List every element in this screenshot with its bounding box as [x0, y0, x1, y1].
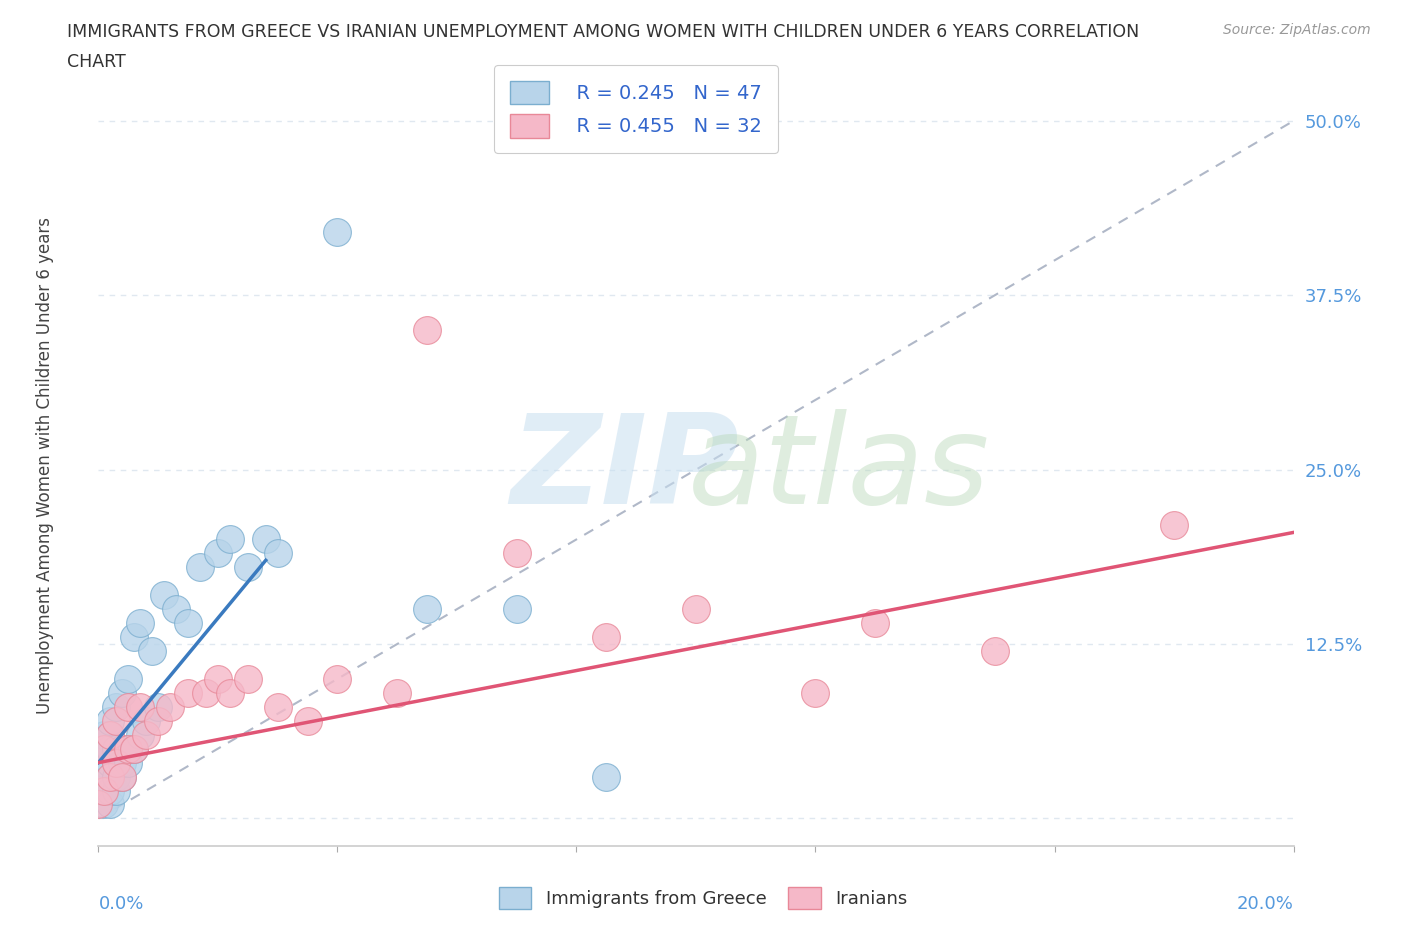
Point	[117, 741, 139, 756]
Point	[105, 741, 128, 756]
Point	[98, 769, 122, 784]
Point	[105, 769, 128, 784]
Point	[129, 616, 152, 631]
Point	[93, 727, 115, 742]
Point	[98, 727, 122, 742]
Point	[159, 699, 181, 714]
Point	[111, 769, 134, 784]
Point	[98, 713, 122, 728]
Point	[141, 644, 163, 658]
Point	[105, 783, 128, 798]
Point	[188, 560, 211, 575]
Point	[267, 546, 290, 561]
Point	[129, 727, 152, 742]
Legend: Immigrants from Greece, Iranians: Immigrants from Greece, Iranians	[492, 880, 914, 916]
Point	[1163, 518, 1185, 533]
Point	[177, 685, 200, 700]
Point	[124, 741, 146, 756]
Point	[416, 602, 439, 617]
Point	[117, 741, 139, 756]
Point	[984, 644, 1007, 658]
Point	[117, 699, 139, 714]
Point	[135, 727, 157, 742]
Point	[135, 713, 157, 728]
Point	[148, 713, 170, 728]
Point	[207, 546, 229, 561]
Point	[98, 755, 122, 770]
Point	[98, 727, 122, 742]
Text: ZIP: ZIP	[510, 409, 738, 530]
Text: atlas: atlas	[689, 409, 990, 530]
Text: 20.0%: 20.0%	[1237, 895, 1294, 913]
Point	[93, 783, 115, 798]
Point	[595, 769, 617, 784]
Point	[105, 699, 128, 714]
Point	[93, 783, 115, 798]
Point	[153, 588, 176, 603]
Point	[177, 616, 200, 631]
Point	[148, 699, 170, 714]
Point	[595, 630, 617, 644]
Point	[117, 671, 139, 686]
Point	[865, 616, 887, 631]
Point	[93, 755, 115, 770]
Point	[105, 755, 128, 770]
Point	[93, 797, 115, 812]
Point	[297, 713, 319, 728]
Point	[98, 783, 122, 798]
Point	[111, 685, 134, 700]
Point	[804, 685, 827, 700]
Point	[87, 797, 110, 812]
Point	[93, 741, 115, 756]
Point	[685, 602, 707, 617]
Point	[195, 685, 218, 700]
Point	[385, 685, 409, 700]
Point	[165, 602, 187, 617]
Point	[87, 769, 110, 784]
Point	[129, 699, 152, 714]
Point	[219, 532, 242, 547]
Point	[236, 671, 259, 686]
Text: IMMIGRANTS FROM GREECE VS IRANIAN UNEMPLOYMENT AMONG WOMEN WITH CHILDREN UNDER 6: IMMIGRANTS FROM GREECE VS IRANIAN UNEMPL…	[67, 23, 1140, 41]
Point	[111, 755, 134, 770]
Text: CHART: CHART	[67, 53, 127, 71]
Text: 0.0%: 0.0%	[98, 895, 143, 913]
Point	[93, 769, 115, 784]
Point	[93, 741, 115, 756]
Point	[111, 769, 134, 784]
Point	[105, 755, 128, 770]
Legend:   R = 0.245   N = 47,   R = 0.455   N = 32: R = 0.245 N = 47, R = 0.455 N = 32	[495, 65, 778, 153]
Point	[98, 797, 122, 812]
Point	[326, 225, 349, 240]
Point	[124, 741, 146, 756]
Point	[416, 323, 439, 338]
Point	[124, 630, 146, 644]
Point	[506, 602, 529, 617]
Point	[219, 685, 242, 700]
Point	[111, 741, 134, 756]
Point	[87, 783, 110, 798]
Point	[117, 755, 139, 770]
Point	[326, 671, 349, 686]
Point	[267, 699, 290, 714]
Text: Source: ZipAtlas.com: Source: ZipAtlas.com	[1223, 23, 1371, 37]
Point	[506, 546, 529, 561]
Point	[98, 769, 122, 784]
Point	[105, 713, 128, 728]
Point	[98, 741, 122, 756]
Point	[254, 532, 277, 547]
Text: Unemployment Among Women with Children Under 6 years: Unemployment Among Women with Children U…	[37, 217, 53, 713]
Point	[236, 560, 259, 575]
Point	[207, 671, 229, 686]
